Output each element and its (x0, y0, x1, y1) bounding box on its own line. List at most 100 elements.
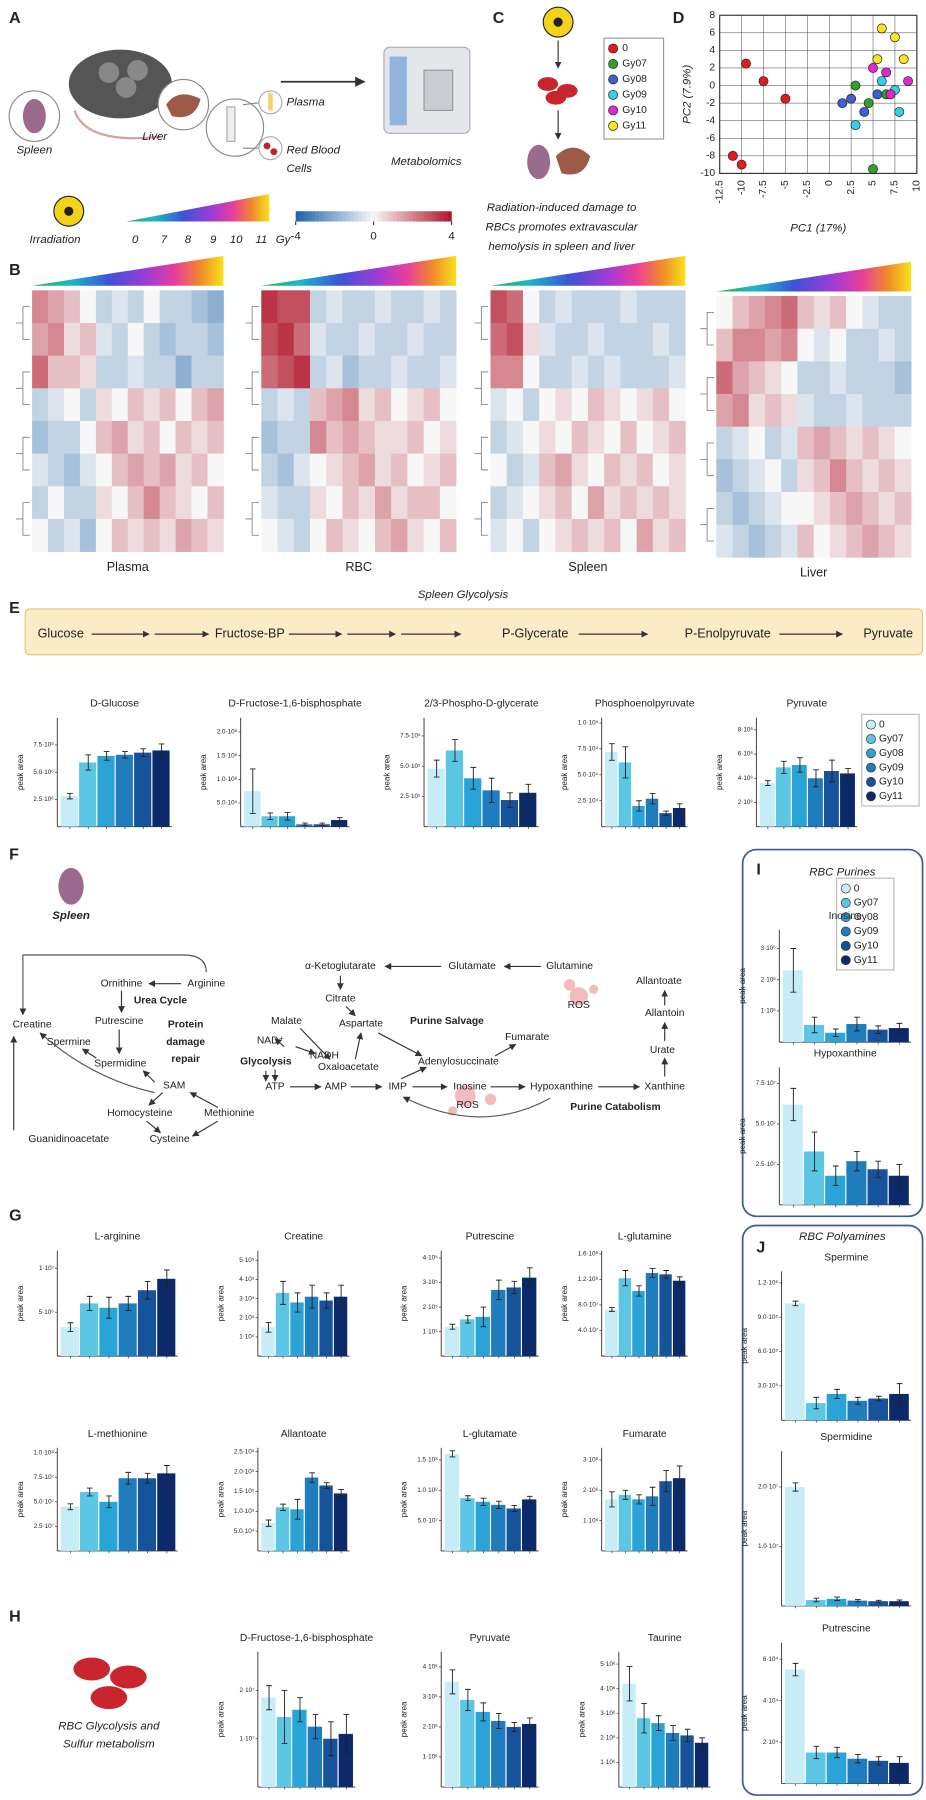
mouse-schematic (8, 46, 471, 227)
heatmap-cell (862, 296, 879, 330)
sample-label: Cells (287, 163, 313, 175)
chart-title: Pyruvate (786, 699, 827, 710)
heatmap-cell (358, 420, 376, 454)
heatmap-cell (63, 322, 81, 356)
heatmap-cell (813, 459, 831, 493)
legend-swatch (840, 883, 851, 894)
error-bar (832, 1028, 839, 1037)
heatmap-cell (293, 388, 311, 422)
heatmap-cell (716, 296, 733, 330)
colorbar-cell (412, 211, 417, 222)
heatmap-cell (813, 492, 831, 526)
arrow (354, 1032, 364, 1060)
heatmap-cell (636, 420, 654, 454)
bar (152, 750, 170, 827)
heatmap-cell (716, 361, 733, 395)
bar (803, 1151, 825, 1205)
error-bar (855, 1396, 861, 1405)
error-bar (507, 792, 513, 808)
heatmap-cell (522, 290, 540, 324)
y-axis-label: peak area (382, 754, 391, 790)
heatmap-cell (620, 355, 637, 389)
heatmap-cell (95, 486, 113, 520)
bar (491, 1289, 506, 1357)
heatmap-cell (669, 388, 686, 422)
heatmap-cell (732, 394, 750, 428)
arrow (142, 1070, 156, 1083)
error-bar (792, 1662, 799, 1677)
heatmap-cell (490, 420, 508, 454)
heatmap-cell (143, 453, 161, 487)
legend-label: Gy09 (879, 762, 904, 773)
heatmap-cell (781, 492, 798, 526)
bar (805, 1600, 826, 1606)
legend-label: 0 (879, 719, 885, 730)
error-bar (125, 1295, 132, 1311)
colorbar-cell (315, 211, 320, 222)
x-tick-label: -5 (780, 180, 791, 189)
heatmap-cell (764, 426, 782, 460)
heatmap-cell (79, 486, 97, 520)
heatmap-cell (423, 486, 441, 520)
legend-swatch (608, 89, 619, 100)
error-bar (676, 1276, 683, 1286)
heatmap-cell (764, 492, 782, 526)
heatmap-cell (159, 518, 176, 552)
y-axis-label: peak area (400, 1481, 409, 1517)
error-bar (495, 1500, 502, 1509)
bar (460, 1319, 475, 1357)
heatmap-cell (293, 518, 311, 552)
dendrogram (700, 507, 714, 542)
pathway-node: Aspartate (339, 1018, 383, 1029)
pathway-node: Spermidine (94, 1059, 146, 1070)
heatmap-cell (95, 453, 113, 487)
bar (672, 1280, 686, 1357)
arrow (274, 1038, 285, 1048)
y-tick-label: 4 (709, 45, 715, 56)
pathway-node: Urate (650, 1045, 675, 1056)
dendrogram (245, 436, 260, 471)
metabolite: Glucose (38, 626, 84, 640)
bar (506, 1726, 521, 1788)
y-tick-label: 5.0·10⁷ (756, 1121, 777, 1128)
heatmap-cell (571, 290, 589, 324)
heatmap-cell (490, 322, 508, 356)
heatmap-cell (127, 420, 145, 454)
heatmap-cell (669, 420, 686, 454)
heatmap-cell (207, 453, 224, 487)
panel-title: RBC Polyamines (799, 1231, 886, 1243)
heatmap-cell (342, 420, 360, 454)
y-tick-label: 5.0·10⁵ (400, 763, 421, 770)
heatmap-cell (813, 296, 831, 330)
heatmap-cell (636, 322, 654, 356)
pathway-node: AMP (325, 1082, 347, 1093)
y-tick-label: 1·10⁷ (39, 1265, 55, 1272)
bar (261, 1697, 276, 1788)
bar (826, 1598, 847, 1606)
error-bar (797, 757, 803, 773)
bar (632, 1499, 645, 1551)
legend-label: Gy10 (854, 941, 879, 952)
heatmap-cell (423, 453, 441, 487)
bar (475, 1711, 490, 1788)
point (898, 54, 909, 65)
heatmap-cell (652, 322, 670, 356)
bar (782, 970, 803, 1043)
heatmap-cell (587, 322, 605, 356)
heatmap-cell (781, 459, 798, 493)
heatmap-cell (32, 518, 49, 552)
error-bar (140, 748, 147, 757)
error-bar (465, 1315, 471, 1324)
legend-swatch (866, 777, 876, 787)
error-bar (854, 1016, 860, 1032)
y-tick-label: 5.0·10⁴ (234, 1528, 255, 1535)
dendrogram (245, 502, 260, 536)
heatmap-cell (326, 518, 343, 552)
heatmap-cell (506, 290, 524, 324)
point (780, 93, 791, 104)
heatmap-cell (669, 290, 686, 324)
heatmap-cell (95, 420, 113, 454)
point (881, 67, 892, 78)
bar (651, 1723, 665, 1788)
heatmap-cell (522, 388, 540, 422)
